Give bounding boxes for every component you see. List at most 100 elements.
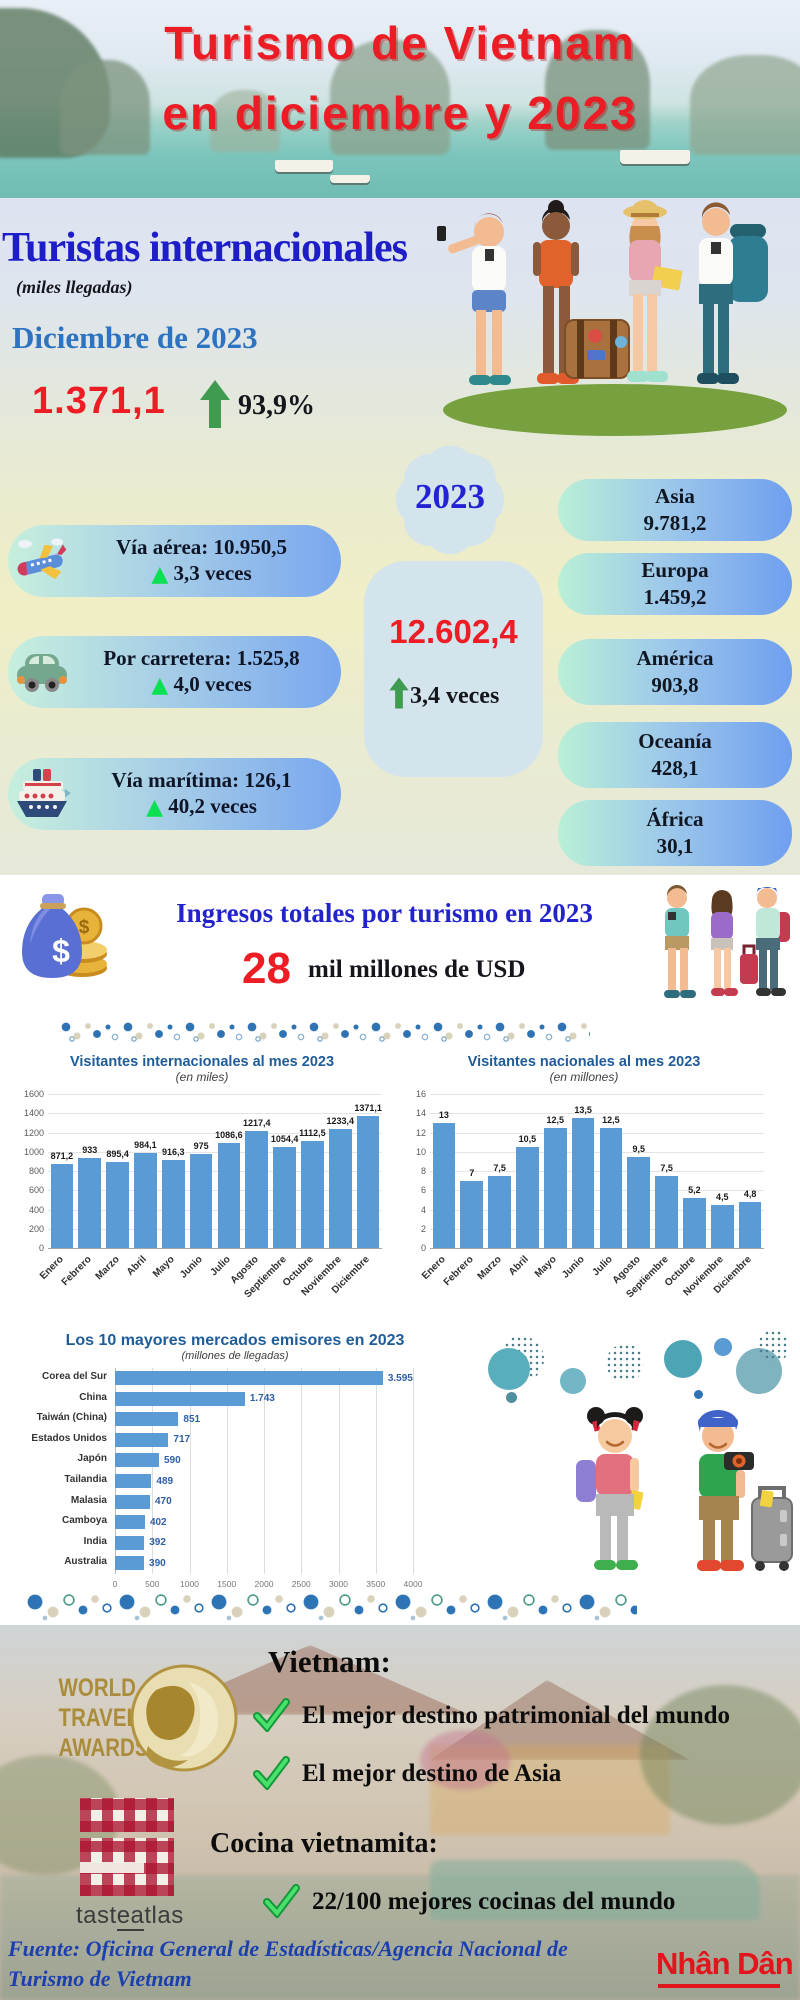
growth-triangle-icon: ▲ bbox=[146, 794, 164, 820]
money-bag-icon: $ $ bbox=[22, 894, 107, 978]
transport-pill-road: Por carretera: 1.525,8 ▲ 4,0 veces bbox=[8, 636, 341, 708]
boat-shape bbox=[330, 175, 370, 183]
transport-road-growth: 4,0 veces bbox=[173, 671, 252, 696]
karst-shape bbox=[210, 90, 280, 152]
gridline bbox=[430, 1094, 764, 1095]
hlab: Corea del Sur bbox=[41, 1371, 107, 1382]
ytick: 0 bbox=[420, 1243, 426, 1253]
bar bbox=[710, 1204, 734, 1248]
airplane-icon bbox=[8, 536, 76, 586]
chart-subtitle: (en millones) bbox=[549, 1070, 619, 1084]
transport-sea-growth: 40,2 veces bbox=[168, 793, 257, 818]
transport-pill-text: Vía aérea: 10.950,5 ▲ 3,3 veces bbox=[76, 534, 341, 589]
gridline bbox=[48, 1113, 382, 1115]
december-label: Diciembre de 2023 bbox=[12, 320, 258, 355]
htick: 3500 bbox=[366, 1579, 386, 1589]
gridline bbox=[430, 1209, 764, 1211]
tasteatlas-wordmark: tasteatlas bbox=[76, 1902, 184, 1931]
karst-shape bbox=[545, 30, 650, 150]
chart-title: Los 10 mayores mercados emisores en 2023 bbox=[65, 1332, 405, 1349]
nhandan-logo-underline bbox=[658, 1984, 780, 1988]
growth-arrow-icon bbox=[389, 677, 409, 709]
tourists-group-illustration bbox=[437, 200, 787, 436]
region-name: Asia bbox=[655, 483, 695, 508]
gridline bbox=[430, 1228, 764, 1230]
transport-pill-text: Vía marítima: 126,1 ▲ 40,2 veces bbox=[76, 767, 341, 822]
blab: 13 bbox=[438, 1109, 449, 1120]
transport-sea-label: Vía marítima: 126,1 bbox=[111, 767, 292, 792]
chart-title: Visitantes internacionales al mes 2023 bbox=[69, 1054, 335, 1070]
boat-shape bbox=[275, 160, 333, 172]
bar bbox=[78, 1158, 102, 1248]
bar bbox=[627, 1156, 651, 1248]
blab: 7,5 bbox=[660, 1162, 673, 1173]
bar bbox=[273, 1146, 296, 1248]
transport-pill-sea: Vía marítima: 126,1 ▲ 40,2 veces bbox=[8, 758, 341, 830]
xlab: Enero bbox=[419, 1254, 448, 1282]
award-item: El mejor destino de Asia bbox=[302, 1760, 562, 1787]
world-travel-awards-logo: WORLD TRAVEL AWARDS bbox=[59, 1664, 238, 1772]
hlab: Malasia bbox=[70, 1494, 107, 1506]
blab: 975 bbox=[193, 1141, 209, 1152]
ytick: 4 bbox=[420, 1204, 426, 1215]
gridline bbox=[430, 1190, 764, 1192]
transport-road-label: Por carretera: 1.525,8 bbox=[103, 645, 300, 670]
hbar bbox=[115, 1515, 145, 1530]
gridline bbox=[48, 1132, 382, 1134]
region-name: Europa bbox=[641, 557, 709, 582]
hbar bbox=[115, 1494, 150, 1509]
dotted-divider-large bbox=[25, 1590, 637, 1622]
hoian-photo-background bbox=[0, 1625, 800, 2000]
bar bbox=[161, 1159, 185, 1248]
chart-plot-area: 0 200 400 600 800 1000 1200 1400 1600 871,2 Enero 9… bbox=[24, 1089, 382, 1310]
hlab: Australia bbox=[64, 1556, 107, 1568]
hlab: Taiwán (China) bbox=[36, 1412, 107, 1424]
halong-bay-photo: Turismo de Vietnam en diciembre y 2023 bbox=[0, 0, 800, 198]
chart-mercados-emisores: Los 10 mayores mercados emisores en 2023… bbox=[20, 1332, 450, 1598]
transport-air-label: Vía aérea: 10.950,5 bbox=[115, 534, 288, 559]
cuisine-heading: Cocina vietnamita: bbox=[210, 1828, 438, 1859]
boat-shape bbox=[430, 1860, 760, 1920]
region-pill-america: América 903,8 bbox=[558, 639, 792, 705]
bubble-decoration bbox=[714, 1338, 732, 1356]
blab: 7,5 bbox=[493, 1162, 506, 1173]
ytick: 1600 bbox=[23, 1089, 44, 1099]
htick: 2500 bbox=[291, 1579, 311, 1589]
htick: 1000 bbox=[180, 1579, 199, 1589]
htick: 1500 bbox=[217, 1579, 237, 1589]
blab: 1217,4 bbox=[242, 1117, 271, 1128]
gridline bbox=[48, 1190, 382, 1192]
year-badge-label: 2023 bbox=[415, 477, 485, 516]
hval: 392 bbox=[149, 1537, 166, 1549]
bar bbox=[328, 1129, 352, 1248]
year-total-value: 12.602,4 bbox=[389, 613, 518, 650]
region-value: 30,1 bbox=[656, 834, 694, 858]
ytick: 0 bbox=[38, 1243, 44, 1253]
bubble-decoration bbox=[560, 1368, 586, 1394]
wta-word-awards: AWARDS bbox=[59, 1733, 149, 1761]
hlab: India bbox=[83, 1535, 107, 1547]
bar bbox=[599, 1127, 623, 1248]
check-icon bbox=[263, 1884, 300, 1918]
bar bbox=[683, 1197, 706, 1248]
chart-plot-area: 0 2 4 6 8 10 12 14 16 13 Enero 7 Febrero 7,5 Marzo 10,5… bbox=[416, 1089, 764, 1310]
chart-visitantes-internacionales: Visitantes internacionales al mes 2023 (… bbox=[16, 1054, 388, 1310]
gridline bbox=[48, 1094, 382, 1095]
hgridline bbox=[375, 1368, 377, 1574]
ytick: 6 bbox=[420, 1185, 426, 1196]
bar bbox=[106, 1161, 129, 1248]
gridline bbox=[48, 1209, 382, 1211]
growth-triangle-icon: ▲ bbox=[151, 672, 169, 698]
region-value: 9.781,2 bbox=[643, 511, 707, 535]
hgridline bbox=[338, 1368, 340, 1574]
hval: 851 bbox=[183, 1413, 201, 1425]
xlab: Enero bbox=[37, 1254, 66, 1282]
plot-inner: 0 200 400 600 800 1000 1200 1400 1600 871,2 Enero 9… bbox=[24, 1089, 382, 1300]
hbar bbox=[115, 1432, 169, 1447]
gridline bbox=[430, 1151, 764, 1153]
region-value: 428,1 bbox=[651, 756, 699, 780]
region-pill-asia: Asia 9.781,2 bbox=[558, 479, 792, 541]
hgridline bbox=[152, 1368, 154, 1574]
blab: 13,5 bbox=[574, 1105, 592, 1116]
bubble-decoration bbox=[506, 1392, 517, 1403]
